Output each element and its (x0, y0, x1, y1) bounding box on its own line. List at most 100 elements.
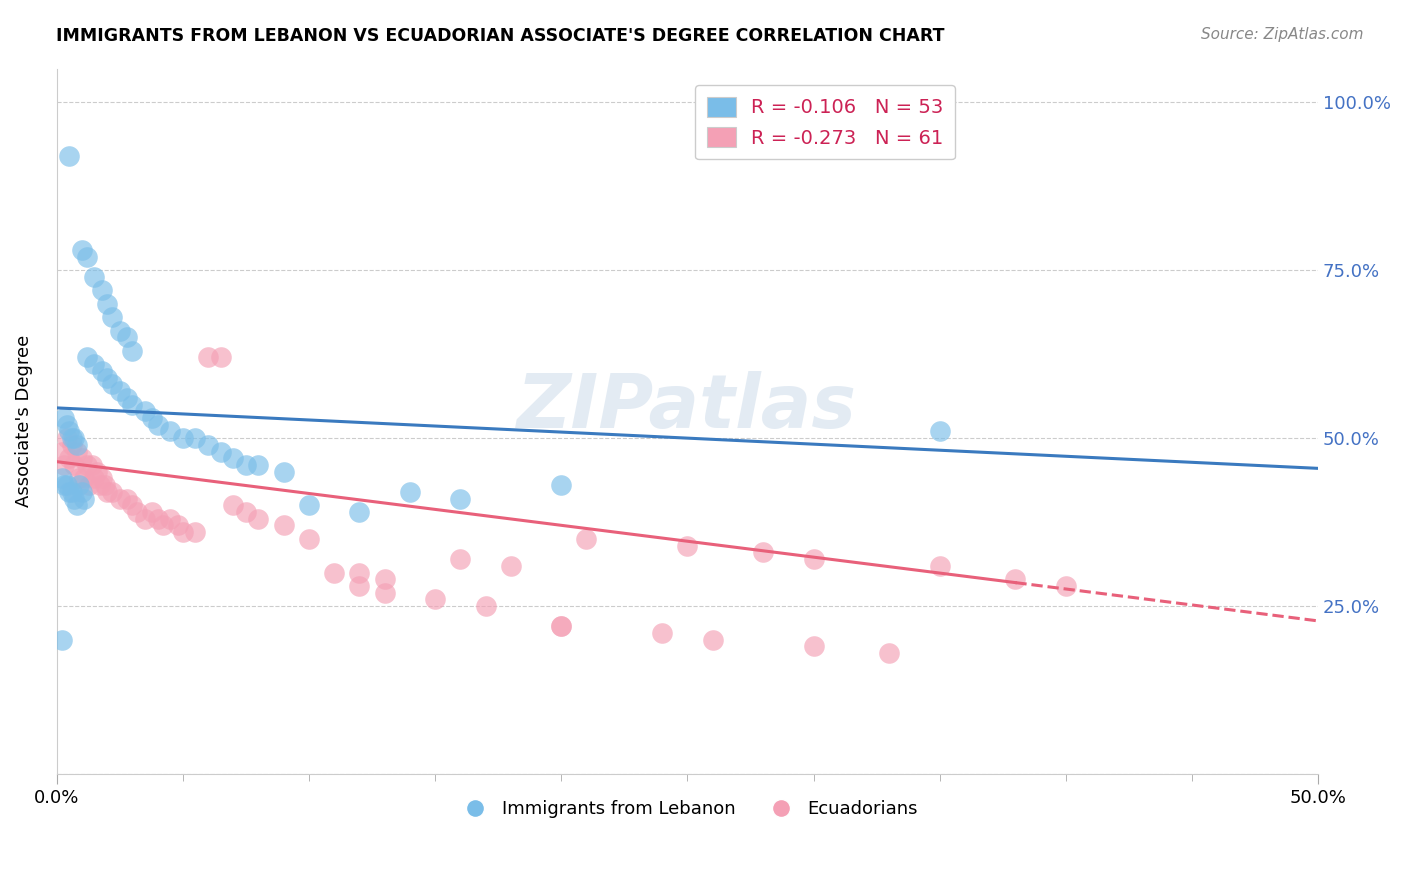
Point (101, 377, 124, 392)
Point (349, 579, 371, 593)
Point (108, 491, 131, 506)
Point (67, 471, 90, 485)
Point (51, 471, 73, 485)
Point (58, 451, 80, 466)
Text: ZIPatlas: ZIPatlas (517, 371, 858, 443)
Point (197, 438, 219, 452)
Point (117, 491, 139, 506)
Point (172, 525, 194, 540)
Point (91, 283, 114, 297)
Point (550, 619, 572, 633)
Point (121, 499, 143, 513)
Point (76, 458, 98, 472)
Point (146, 512, 169, 526)
Point (928, 425, 950, 439)
Point (53, 458, 76, 472)
Point (1054, 579, 1077, 593)
Point (86, 465, 108, 479)
Point (66, 444, 89, 458)
Point (66, 438, 89, 452)
Point (651, 626, 673, 640)
Point (1004, 572, 1026, 586)
Point (73, 491, 96, 506)
Point (235, 505, 257, 519)
Point (108, 324, 131, 338)
Point (101, 484, 124, 499)
Point (96, 484, 118, 499)
Point (550, 619, 572, 633)
Point (60, 431, 83, 445)
Point (58, 425, 80, 439)
Point (60, 438, 83, 452)
Point (63, 491, 86, 506)
Point (803, 552, 825, 566)
Point (70, 484, 93, 499)
Point (79, 478, 101, 492)
Point (877, 646, 900, 660)
Point (197, 351, 219, 365)
Point (235, 458, 257, 472)
Point (101, 310, 124, 325)
Point (73, 471, 96, 485)
Point (752, 545, 775, 559)
Point (323, 566, 346, 580)
Point (184, 431, 207, 445)
Point (172, 431, 194, 445)
Point (349, 566, 371, 580)
Point (298, 532, 321, 546)
Point (159, 425, 181, 439)
Point (70, 243, 93, 257)
Point (127, 505, 149, 519)
Point (374, 585, 396, 599)
Point (449, 491, 471, 506)
Point (474, 599, 496, 614)
Legend: Immigrants from Lebanon, Ecuadorians: Immigrants from Lebanon, Ecuadorians (450, 793, 925, 825)
Point (374, 572, 396, 586)
Point (55, 417, 77, 432)
Point (93, 478, 115, 492)
Point (141, 411, 163, 425)
Text: IMMIGRANTS FROM LEBANON VS ECUADORIAN ASSOCIATE'S DEGREE CORRELATION CHART: IMMIGRANTS FROM LEBANON VS ECUADORIAN AS… (56, 27, 945, 45)
Point (55, 478, 77, 492)
Point (121, 398, 143, 412)
Point (89, 478, 111, 492)
Point (76, 351, 98, 365)
Point (108, 384, 131, 398)
Y-axis label: Associate's Degree: Associate's Degree (15, 335, 32, 508)
Point (550, 478, 572, 492)
Point (209, 444, 232, 458)
Point (423, 592, 446, 607)
Point (60, 484, 83, 499)
Text: Source: ZipAtlas.com: Source: ZipAtlas.com (1201, 27, 1364, 42)
Point (83, 471, 105, 485)
Point (247, 512, 270, 526)
Point (159, 512, 181, 526)
Point (803, 640, 825, 654)
Point (273, 465, 295, 479)
Point (63, 458, 86, 472)
Point (58, 149, 80, 163)
Point (83, 357, 105, 371)
Point (702, 632, 724, 647)
Point (273, 518, 295, 533)
Point (247, 458, 270, 472)
Point (209, 351, 232, 365)
Point (70, 451, 93, 466)
Point (91, 364, 114, 378)
Point (499, 558, 522, 573)
Point (575, 532, 598, 546)
Point (298, 499, 321, 513)
Point (51, 632, 73, 647)
Point (96, 296, 118, 310)
Point (55, 431, 77, 445)
Point (51, 444, 73, 458)
Point (96, 370, 118, 384)
Point (184, 525, 207, 540)
Point (676, 539, 699, 553)
Point (449, 552, 471, 566)
Point (58, 484, 80, 499)
Point (928, 558, 950, 573)
Point (117, 391, 139, 405)
Point (91, 471, 114, 485)
Point (76, 250, 98, 264)
